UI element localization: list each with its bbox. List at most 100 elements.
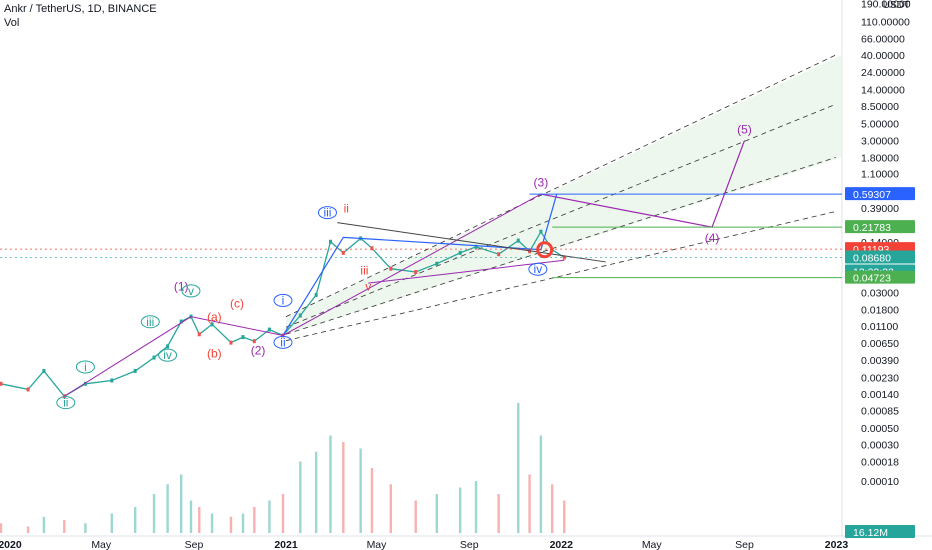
volume-bar bbox=[314, 451, 318, 533]
price-candle bbox=[241, 335, 245, 340]
x-tick-label: 2022 bbox=[550, 539, 574, 550]
wave-circle bbox=[273, 335, 293, 349]
volume-bar bbox=[539, 435, 543, 533]
y-tick-label: 0.39000 bbox=[861, 203, 899, 215]
volume-bar bbox=[435, 494, 439, 533]
price-candle bbox=[370, 246, 374, 251]
y-tick-label: 0.00140 bbox=[861, 389, 899, 401]
x-tick-label: Sep bbox=[460, 539, 479, 550]
y-tick-label: 8.50000 bbox=[861, 101, 899, 113]
price-candle bbox=[0, 381, 3, 386]
price-candle bbox=[83, 381, 87, 386]
volume-bar bbox=[189, 500, 193, 533]
channel-line bbox=[285, 211, 836, 342]
price-axis: 190.00000 110.00000 66.00000 40.00000 24.000… bbox=[861, 0, 911, 488]
price-candle bbox=[229, 340, 233, 345]
price-label-bg bbox=[845, 525, 915, 538]
y-tick-label: 14.00000 bbox=[861, 85, 905, 97]
price-label-bg bbox=[845, 187, 915, 201]
price-candle bbox=[562, 255, 566, 260]
volume-bar bbox=[210, 513, 214, 533]
wave-path-blue bbox=[282, 193, 558, 336]
price-candle bbox=[497, 252, 501, 257]
price-candle bbox=[197, 332, 201, 337]
volume-bar bbox=[458, 487, 462, 533]
volume-bar bbox=[253, 507, 256, 533]
trend-line bbox=[337, 222, 606, 263]
x-tick-label: May bbox=[642, 539, 663, 550]
wave-label-iv: iv bbox=[163, 348, 172, 362]
price-candle bbox=[42, 368, 46, 373]
price-label-bg bbox=[845, 270, 915, 284]
wave-label-a: (a) bbox=[207, 310, 222, 324]
volume-bar bbox=[563, 500, 566, 533]
price-candle bbox=[414, 270, 418, 275]
wave-label-v-red: v bbox=[365, 279, 371, 293]
drawings-layer: (1)(2)(3)(4)(5)(a)(b)(c)iiiiiiivviiiiiii… bbox=[0, 123, 842, 410]
y-tick-label: 40.00000 bbox=[861, 50, 905, 62]
price-candle bbox=[341, 250, 345, 255]
channel-line bbox=[285, 157, 836, 335]
volume-bar bbox=[474, 481, 478, 533]
y-tick-label: 0.03000 bbox=[861, 288, 899, 300]
volume-bar bbox=[268, 500, 271, 533]
volume-bar bbox=[110, 513, 114, 533]
volume-bar bbox=[281, 494, 285, 533]
x-tick-label: May bbox=[91, 539, 112, 550]
wave-circle bbox=[528, 262, 548, 276]
volume-bar bbox=[497, 494, 500, 533]
y-tick-label: 0.00085 bbox=[861, 405, 899, 417]
price-label: 16.12M bbox=[853, 527, 888, 539]
channel-layer bbox=[285, 54, 842, 342]
price-line bbox=[0, 230, 565, 398]
y-tick-label: 0.00650 bbox=[861, 338, 899, 350]
channel-fill bbox=[286, 55, 842, 335]
volume-bar bbox=[166, 484, 169, 533]
y-tick-label: 110.00000 bbox=[861, 17, 910, 29]
chart-title: Ankr / TetherUS, 1D, BINANCE bbox=[4, 3, 157, 15]
volume-bar bbox=[84, 523, 87, 533]
volume-bar bbox=[528, 474, 531, 533]
y-tick-label: 0.00390 bbox=[861, 355, 899, 367]
wave-label-v: v bbox=[188, 284, 194, 298]
x-tick-label: 2023 bbox=[825, 539, 849, 550]
price-candle bbox=[110, 378, 114, 383]
wave-label-iii-red: iii bbox=[360, 263, 368, 277]
y-tick-label: 66.00000 bbox=[861, 33, 905, 45]
price-label-bg bbox=[845, 250, 915, 264]
time-axis: 2020 May Sep 2021 May Sep 2022 May Sep 2023 bbox=[0, 539, 848, 550]
currency-label: USDT bbox=[882, 0, 910, 11]
volume-bar bbox=[389, 484, 393, 533]
price-candle bbox=[252, 339, 256, 344]
wave-path-large bbox=[64, 193, 542, 397]
wave-label-iii: iii bbox=[146, 315, 154, 329]
x-tick-label: Sep bbox=[735, 539, 754, 550]
price-candle bbox=[474, 244, 478, 249]
x-tick-label: Sep bbox=[185, 539, 204, 550]
wave-label-b: (b) bbox=[207, 347, 222, 361]
wave-circle bbox=[158, 348, 178, 362]
price-candle bbox=[133, 368, 137, 373]
price-label: 0.08680 bbox=[853, 253, 891, 265]
volume-bar bbox=[359, 448, 362, 533]
y-tick-label: 0.00010 bbox=[861, 476, 899, 488]
price-candle bbox=[152, 355, 156, 360]
volume-bar bbox=[133, 507, 137, 533]
wave-circle bbox=[181, 284, 201, 298]
price-candle bbox=[298, 313, 302, 318]
volume-bar bbox=[517, 403, 520, 533]
price-candle bbox=[210, 322, 214, 327]
wave-circle bbox=[317, 206, 337, 220]
volume-bar bbox=[0, 523, 3, 533]
volume-bar bbox=[198, 507, 201, 533]
wave-label-4: (4) bbox=[705, 231, 720, 245]
volume-bar bbox=[299, 461, 302, 533]
wave-label-iii-blue: iii bbox=[323, 206, 331, 220]
volume-bar bbox=[152, 494, 156, 533]
price-label-bg bbox=[845, 220, 915, 234]
price-candle bbox=[267, 327, 271, 332]
wave-circle bbox=[75, 360, 95, 374]
price-label: 0.21783 bbox=[853, 222, 891, 234]
y-tick-label: 1.10000 bbox=[861, 169, 899, 181]
